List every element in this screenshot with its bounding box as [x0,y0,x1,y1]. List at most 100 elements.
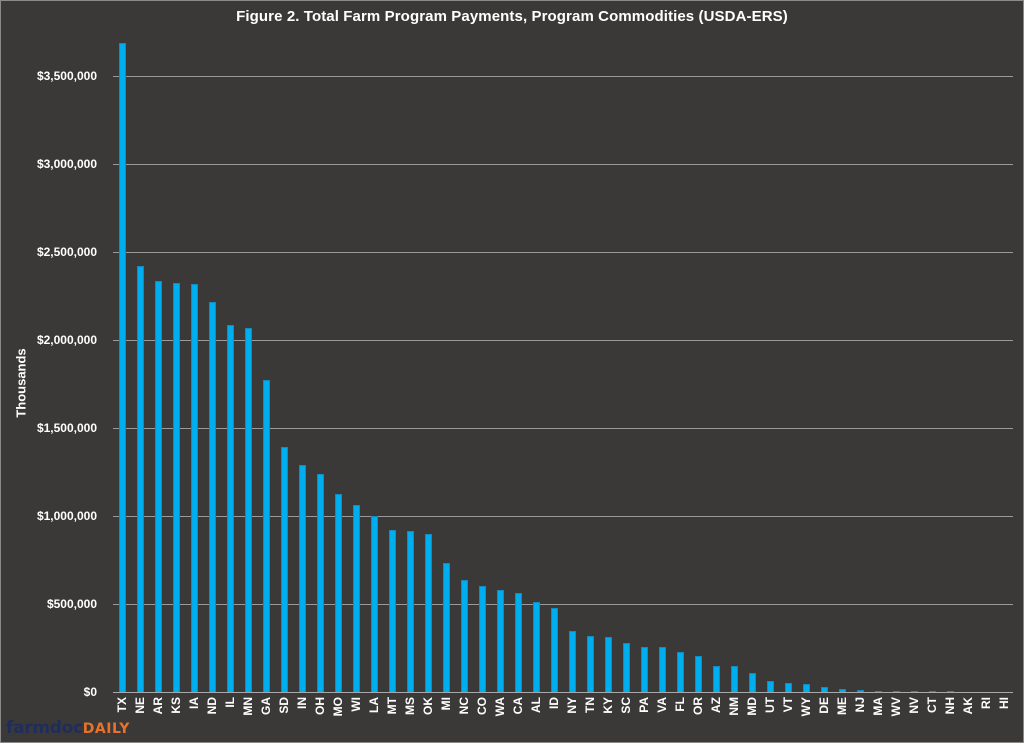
x-tick-label: NE [133,697,147,714]
x-tick-label: RI [979,697,993,709]
x-tick-label: NH [943,697,957,715]
x-tick-label: AL [529,697,543,713]
bar-pa [641,646,648,692]
bar-ct [929,691,936,693]
x-tick-label: MA [871,697,885,716]
x-tick-label: OH [313,697,327,715]
x-tick-label: FL [673,697,687,712]
gridline [113,76,1013,77]
bar-tn [587,635,594,692]
y-axis-label: Thousands [13,348,29,418]
y-tick-label: $0 [83,685,97,699]
bar-va [659,646,666,692]
x-tick-label: OK [421,697,435,715]
bar-co [479,585,486,692]
bar-ok [425,534,432,692]
bar-ca [515,592,522,692]
bar-nm [731,666,738,692]
bar-mi [443,562,450,692]
bar-az [713,666,720,692]
x-tick-label: AR [151,697,165,715]
bar-oh [317,473,324,692]
x-tick-label: AZ [709,697,723,713]
bar-nv [911,691,918,693]
bar-nj [857,689,864,692]
bar-ms [407,530,414,692]
x-tick-label: ND [205,697,219,715]
y-tick-label: $1,000,000 [36,509,97,523]
y-tick-label: $3,500,000 [36,69,97,83]
bar-il [227,325,234,692]
x-tick-label: CA [511,697,525,715]
bar-ga [263,380,270,692]
x-tick-label: VA [655,697,669,713]
y-tick-label: $1,500,000 [36,421,97,435]
x-tick-label: LA [367,697,381,713]
gridline [113,516,1013,517]
bar-nc [461,580,468,692]
x-tick-label: SC [619,697,633,714]
bar-mn [245,327,252,692]
x-tick-label: MN [241,697,255,716]
bar-la [371,516,378,692]
bar-ma [875,691,882,693]
logo-daily: DAILY [82,721,130,737]
gridline [113,340,1013,341]
bar-ny [569,630,576,692]
bar-me [839,689,846,692]
x-tick-label: DE [817,697,831,714]
x-tick-label: WA [493,697,507,717]
x-tick-label: ID [547,697,561,709]
x-tick-label: SD [277,697,291,714]
bar-de [821,686,828,692]
bar-or [695,655,702,692]
farmdoc-daily-logo: farmdocDAILY [6,718,130,738]
bar-nh [947,691,954,693]
x-tick-label: GA [259,697,273,715]
x-tick-label: MD [745,697,759,716]
x-tick-label: MT [385,697,399,715]
y-tick-label: $2,000,000 [36,333,97,347]
bar-ut [767,680,774,692]
plot-area: $0 $500,000 $1,000,000 $1,500,000 $2,000,000… [37,40,1013,699]
bar-md [749,672,756,692]
x-tick-label: UT [763,697,777,713]
x-tick-label: CT [925,697,939,713]
bar-ne [137,266,144,692]
y-tick-label: $500,000 [46,597,97,611]
bar-nd [209,302,216,692]
x-tick-label: NY [565,697,579,714]
x-tick-label: WY [799,697,813,717]
x-tick-label: MO [331,697,345,717]
bar-in [299,464,306,692]
x-axis-line [113,692,1013,693]
x-tick-label: NJ [853,697,867,713]
x-tick-label: MI [439,697,453,711]
gridline [113,604,1013,605]
bar-wy [803,684,810,692]
bar-ks [173,282,180,692]
x-tick-label: PA [637,697,651,713]
y-tick-label: $2,500,000 [36,245,97,259]
x-tick-label: NM [727,697,741,716]
x-tick-label: AK [961,697,975,715]
gridline [113,252,1013,253]
x-tick-label: IN [295,697,309,709]
bar-id [551,607,558,692]
x-tick-label: HI [997,697,1011,709]
x-tick-label: WV [889,697,903,717]
bar-ia [191,283,198,692]
x-tick-label: IL [223,697,237,708]
chart-title: Figure 2. Total Farm Program Payments, P… [236,8,788,25]
bar-wi [353,504,360,692]
bar-sc [623,643,630,692]
x-tick-label: CO [475,697,489,715]
bar-ar [155,281,162,692]
x-tick-label: IA [187,697,201,709]
x-tick-label: MS [403,697,417,715]
x-tick-label: NC [457,697,471,715]
bar-wv [893,691,900,693]
bar-sd [281,447,288,692]
x-tick-label: WI [349,697,363,712]
